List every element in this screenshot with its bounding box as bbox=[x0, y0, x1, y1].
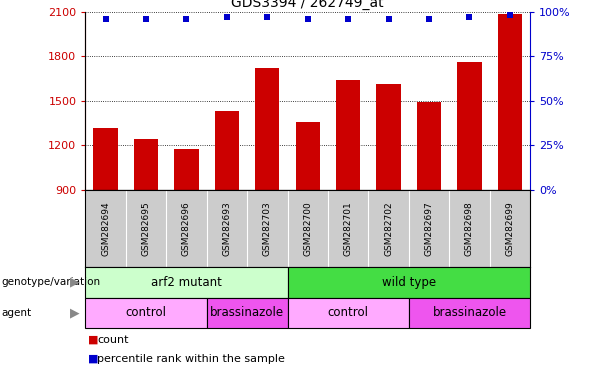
Bar bbox=[417, 102, 441, 190]
Point bbox=[465, 14, 474, 20]
Point bbox=[303, 16, 313, 22]
Bar bbox=[85, 267, 287, 298]
Text: arf2 mutant: arf2 mutant bbox=[151, 276, 222, 289]
Bar bbox=[296, 122, 320, 190]
Text: GSM282701: GSM282701 bbox=[343, 201, 353, 256]
Bar bbox=[287, 267, 530, 298]
Bar bbox=[376, 84, 401, 190]
Point bbox=[424, 16, 434, 22]
Point bbox=[182, 16, 191, 22]
Text: GSM282699: GSM282699 bbox=[505, 201, 514, 256]
Text: GSM282696: GSM282696 bbox=[182, 201, 191, 256]
Point bbox=[384, 16, 393, 22]
Text: ▶: ▶ bbox=[70, 276, 80, 289]
Text: ■: ■ bbox=[88, 354, 99, 364]
Text: control: control bbox=[327, 306, 369, 319]
Bar bbox=[287, 298, 409, 328]
Text: GSM282695: GSM282695 bbox=[141, 201, 151, 256]
Text: GSM282694: GSM282694 bbox=[101, 201, 110, 256]
Bar bbox=[85, 298, 207, 328]
Text: genotype/variation: genotype/variation bbox=[1, 277, 100, 287]
Bar bbox=[336, 80, 360, 190]
Text: GSM282702: GSM282702 bbox=[384, 201, 393, 256]
Bar bbox=[409, 298, 530, 328]
Bar bbox=[207, 298, 287, 328]
Text: count: count bbox=[97, 335, 128, 345]
Text: percentile rank within the sample: percentile rank within the sample bbox=[97, 354, 285, 364]
Point bbox=[505, 12, 515, 18]
Title: GDS3394 / 262749_at: GDS3394 / 262749_at bbox=[231, 0, 384, 10]
Text: ▶: ▶ bbox=[70, 306, 80, 319]
Bar bbox=[94, 127, 118, 190]
Text: GSM282703: GSM282703 bbox=[263, 201, 272, 256]
Bar bbox=[255, 68, 279, 190]
Text: GSM282700: GSM282700 bbox=[303, 201, 312, 256]
Text: GSM282693: GSM282693 bbox=[223, 201, 231, 256]
Text: control: control bbox=[125, 306, 167, 319]
Point bbox=[141, 16, 151, 22]
Text: GSM282697: GSM282697 bbox=[425, 201, 434, 256]
Point bbox=[263, 14, 272, 20]
Text: brassinazole: brassinazole bbox=[432, 306, 507, 319]
Text: wild type: wild type bbox=[382, 276, 436, 289]
Bar bbox=[457, 62, 482, 190]
Point bbox=[343, 16, 353, 22]
Bar bbox=[215, 111, 239, 190]
Text: agent: agent bbox=[1, 308, 31, 318]
Text: ■: ■ bbox=[88, 335, 99, 345]
Point bbox=[222, 14, 231, 20]
Bar bbox=[498, 15, 522, 190]
Bar bbox=[134, 139, 158, 190]
Text: GSM282698: GSM282698 bbox=[465, 201, 474, 256]
Bar bbox=[174, 149, 198, 190]
Text: brassinazole: brassinazole bbox=[210, 306, 284, 319]
Point bbox=[101, 16, 110, 22]
